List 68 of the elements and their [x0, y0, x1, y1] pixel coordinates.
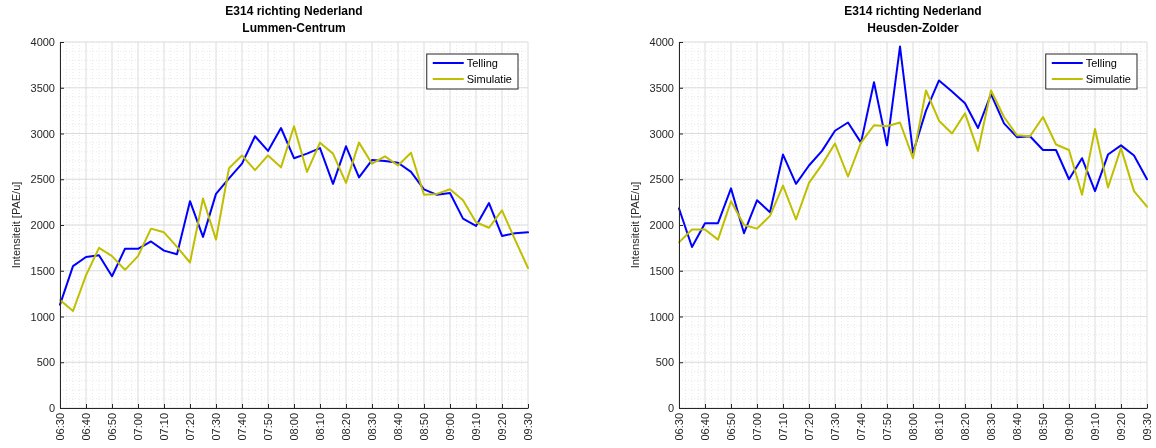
- x-tick-label: 09:10: [470, 413, 483, 441]
- legend-label: Telling: [466, 56, 498, 69]
- x-tick-label: 07:00: [751, 413, 764, 441]
- y-tick-label: 4000: [30, 36, 55, 49]
- y-tick-label: 1000: [649, 310, 674, 323]
- x-tick-label: 08:10: [933, 413, 946, 441]
- x-tick-label: 07:30: [210, 413, 223, 441]
- x-tick-label: 07:40: [236, 413, 249, 441]
- y-tick-label: 500: [36, 356, 55, 369]
- y-tick-label: 1000: [30, 310, 55, 323]
- x-tick-label: 09:30: [1141, 413, 1154, 441]
- x-tick-label: 08:30: [985, 413, 998, 441]
- x-tick-label: 08:20: [959, 413, 972, 441]
- y-tick-label: 3500: [649, 81, 674, 94]
- y-axis-title: Intensiteit [PAE/u]: [10, 181, 22, 269]
- x-tick-label: 06:30: [673, 413, 686, 441]
- x-tick-label: 06:50: [106, 413, 119, 441]
- legend-label: Simulatie: [1085, 72, 1131, 85]
- line-series: [678, 45, 1148, 248]
- x-tick-label: 08:40: [1011, 413, 1024, 441]
- y-tick-label: 2000: [649, 219, 674, 232]
- y-tick-label: 4000: [649, 36, 674, 49]
- x-tick-label: 08:00: [907, 413, 920, 441]
- x-tick-label: 07:40: [855, 413, 868, 441]
- y-tick-label: 1500: [649, 264, 674, 277]
- chart-subtitle: Heusden-Zolder: [867, 21, 959, 35]
- x-tick-label: 06:40: [80, 413, 93, 441]
- x-tick-label: 07:20: [184, 413, 197, 441]
- x-tick-label: 07:30: [829, 413, 842, 441]
- x-tick-label: 07:10: [777, 413, 790, 441]
- x-tick-label: 08:20: [340, 413, 353, 441]
- x-tick-label: 07:00: [132, 413, 145, 441]
- x-tick-label: 07:10: [158, 413, 171, 441]
- y-tick-label: 2500: [649, 173, 674, 186]
- y-tick-label: 3000: [649, 127, 674, 140]
- x-tick-label: 09:00: [444, 413, 457, 441]
- y-tick-label: 0: [48, 402, 55, 415]
- x-tick-label: 07:20: [803, 413, 816, 441]
- line-series: [678, 89, 1148, 244]
- legend-label: Simulatie: [466, 72, 512, 85]
- x-tick-label: 09:20: [496, 413, 509, 441]
- x-tick-label: 08:50: [418, 413, 431, 441]
- x-tick-label: 09:30: [522, 413, 535, 441]
- y-tick-label: 0: [667, 402, 674, 415]
- y-tick-label: 500: [655, 356, 674, 369]
- y-axis-title: Intensiteit [PAE/u]: [629, 181, 641, 269]
- y-tick-label: 3500: [30, 81, 55, 94]
- y-tick-label: 2000: [30, 219, 55, 232]
- x-tick-label: 09:00: [1063, 413, 1076, 441]
- x-tick-label: 07:50: [881, 413, 894, 441]
- x-tick-label: 06:30: [54, 413, 67, 441]
- x-tick-label: 06:40: [699, 413, 712, 441]
- y-tick-label: 1500: [30, 264, 55, 277]
- chart-title: E314 richting Nederland: [844, 4, 982, 18]
- x-tick-label: 08:30: [366, 413, 379, 441]
- x-tick-label: 09:20: [1115, 413, 1128, 441]
- x-tick-label: 09:10: [1089, 413, 1102, 441]
- x-tick-label: 08:40: [392, 413, 405, 441]
- chart-subtitle: Lummen-Centrum: [242, 21, 346, 35]
- chart-title: E314 richting Nederland: [225, 4, 363, 18]
- x-tick-label: 06:50: [725, 413, 738, 441]
- y-tick-label: 2500: [30, 173, 55, 186]
- x-tick-label: 08:00: [288, 413, 301, 441]
- y-tick-label: 3000: [30, 127, 55, 140]
- legend-label: Telling: [1085, 56, 1117, 69]
- x-tick-label: 07:50: [262, 413, 275, 441]
- x-tick-label: 08:10: [314, 413, 327, 441]
- x-tick-label: 08:50: [1037, 413, 1050, 441]
